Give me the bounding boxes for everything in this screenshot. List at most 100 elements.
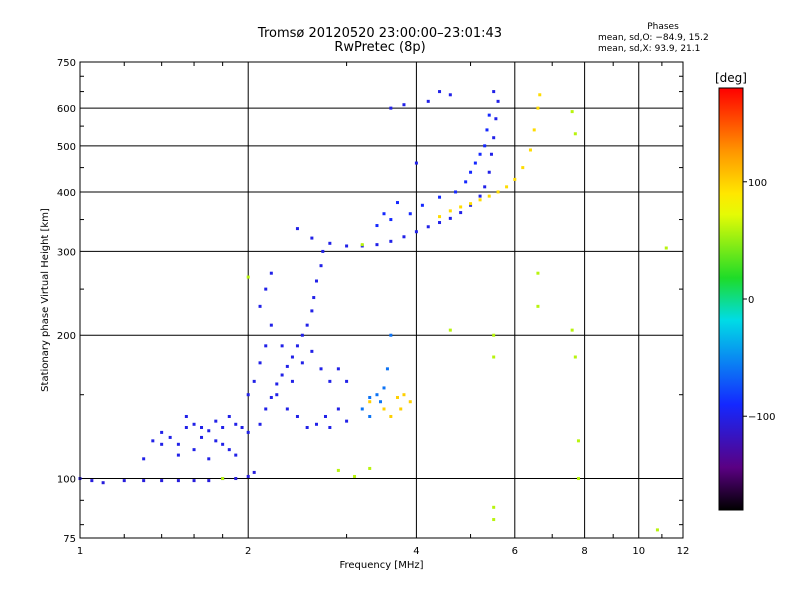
data-point — [258, 361, 262, 365]
data-point — [664, 246, 668, 250]
data-point — [192, 479, 196, 483]
data-point — [168, 435, 172, 439]
data-point — [258, 422, 262, 426]
data-point — [368, 466, 372, 470]
data-point — [438, 221, 442, 225]
x-tick-label: 2 — [245, 546, 251, 557]
data-point — [459, 211, 463, 215]
data-point — [414, 161, 418, 165]
y-tick-label: 600 — [57, 104, 76, 115]
data-point — [328, 241, 332, 245]
data-point — [160, 430, 164, 434]
data-point — [328, 425, 332, 429]
data-point — [246, 275, 250, 279]
data-point — [90, 479, 94, 483]
data-point — [478, 194, 482, 198]
data-point — [207, 429, 211, 433]
data-point — [487, 194, 491, 198]
data-point — [360, 243, 364, 247]
data-point — [234, 453, 238, 457]
data-point — [300, 361, 304, 365]
data-point — [536, 106, 540, 110]
data-point — [483, 144, 487, 148]
data-point — [469, 203, 473, 207]
data-point — [496, 99, 500, 103]
data-point — [464, 180, 468, 184]
phases-heading: Phases — [647, 22, 679, 32]
data-point — [448, 209, 452, 213]
data-point — [487, 113, 491, 117]
data-point — [469, 170, 473, 174]
data-point — [408, 400, 412, 404]
data-point — [221, 425, 225, 429]
data-point — [300, 333, 304, 337]
data-point — [314, 422, 318, 426]
data-point — [295, 344, 299, 348]
data-point — [323, 414, 327, 418]
data-point — [399, 407, 403, 411]
data-point — [336, 468, 340, 472]
data-point — [469, 202, 473, 206]
colorbar — [718, 87, 744, 511]
data-point — [345, 244, 349, 248]
data-point — [492, 333, 496, 337]
y-tick-label: 750 — [57, 58, 76, 69]
x-tick-label: 8 — [581, 546, 587, 557]
data-point — [487, 170, 491, 174]
data-point — [142, 479, 146, 483]
data-point — [269, 271, 273, 275]
data-point — [336, 407, 340, 411]
data-point — [382, 386, 386, 390]
data-point — [492, 136, 496, 140]
data-point — [655, 528, 659, 532]
data-point — [176, 479, 180, 483]
data-point — [448, 328, 452, 332]
y-tick-label: 75 — [63, 534, 76, 545]
data-point — [492, 355, 496, 359]
data-point — [505, 185, 509, 189]
data-point — [264, 287, 268, 291]
x-tick-label: 12 — [677, 546, 690, 557]
data-point — [496, 190, 500, 194]
x-tick-label: 1 — [77, 546, 83, 557]
data-point — [160, 442, 164, 446]
data-point — [312, 296, 316, 300]
data-point — [570, 110, 574, 114]
data-point — [478, 198, 482, 202]
data-point — [176, 453, 180, 457]
x-axis-label: Frequency [MHz] — [339, 560, 423, 571]
data-point — [290, 355, 294, 359]
data-point — [536, 271, 540, 275]
data-point — [319, 264, 323, 268]
data-point — [192, 448, 196, 452]
data-point — [305, 323, 309, 327]
data-point — [305, 425, 309, 429]
data-point — [221, 442, 225, 446]
data-point — [192, 422, 196, 426]
data-point — [295, 414, 299, 418]
data-point — [513, 177, 517, 181]
data-point — [375, 393, 379, 397]
data-point — [389, 106, 393, 110]
data-point — [402, 393, 406, 397]
data-point — [448, 93, 452, 97]
data-point — [360, 407, 364, 411]
y-tick-label: 400 — [57, 188, 76, 199]
data-point — [494, 117, 498, 121]
data-point — [389, 239, 393, 243]
data-point — [402, 235, 406, 239]
data-point — [310, 349, 314, 353]
data-point — [573, 355, 577, 359]
data-point — [184, 414, 188, 418]
data-point — [234, 477, 238, 481]
colorbar-unit-label: [deg] — [715, 71, 747, 85]
data-point — [389, 218, 393, 222]
data-point — [310, 309, 314, 313]
data-point — [246, 393, 250, 397]
phases-ordinary-stats: mean, sd,O: −84.9, 15.2 — [598, 33, 709, 43]
data-point — [426, 225, 430, 229]
data-point — [310, 236, 314, 240]
data-point — [395, 395, 399, 399]
data-point — [328, 379, 332, 383]
data-point — [454, 190, 458, 194]
